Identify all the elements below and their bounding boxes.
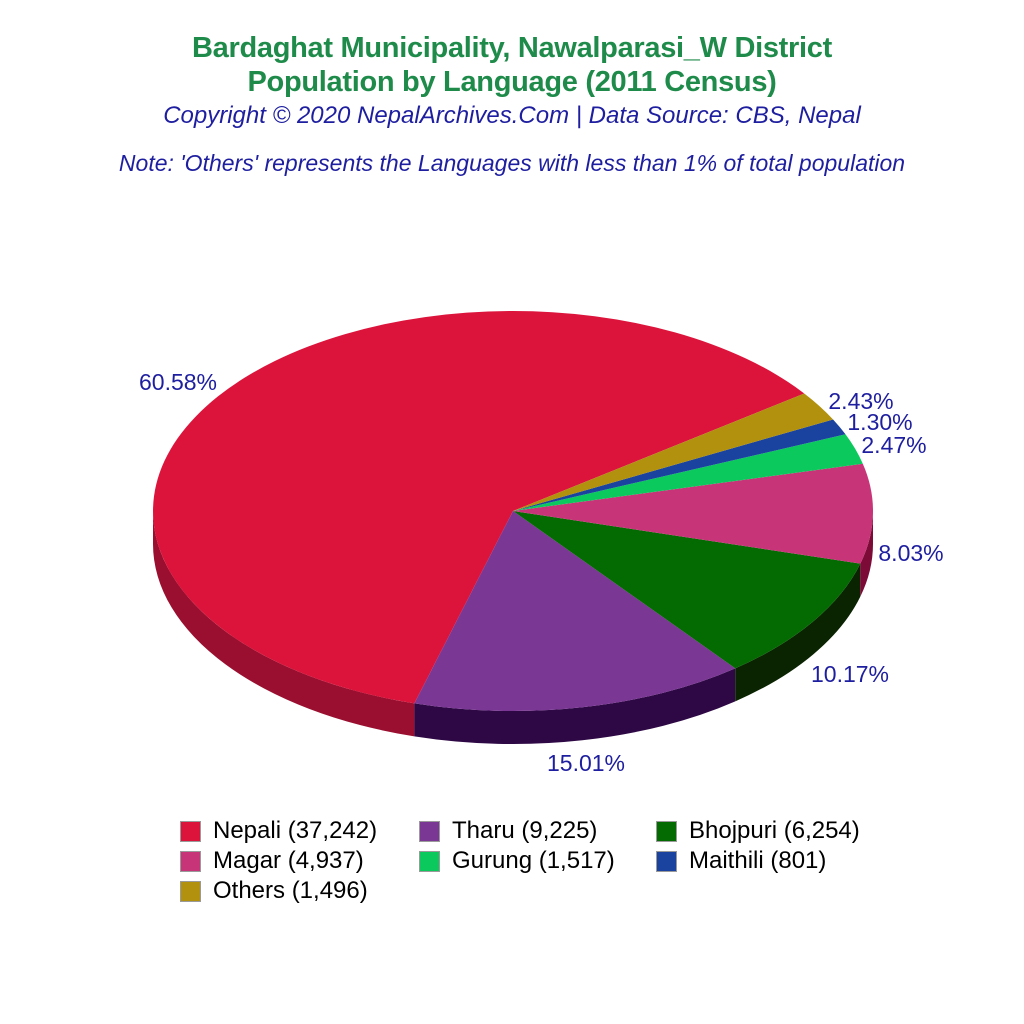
pie-slice-side-magar <box>860 511 873 597</box>
chart-title-line2: Population by Language (2011 Census) <box>247 66 777 98</box>
legend-label-maithili: Maithili (801) <box>689 847 827 874</box>
legend-item-gurung: Gurung (1,517) <box>419 847 615 874</box>
copyright-text: Copyright © 2020 NepalArchives.Com | Dat… <box>163 102 861 129</box>
chart-title-line1: Bardaghat Municipality, Nawalparasi_W Di… <box>192 32 832 64</box>
pct-label-gurung: 2.47% <box>861 432 926 458</box>
pie-slice-gurung <box>513 434 863 511</box>
pct-label-bhojpuri: 10.17% <box>811 661 889 687</box>
pie-slice-nepali <box>153 311 805 704</box>
pie-slice-tharu <box>414 511 736 712</box>
legend-item-bhojpuri: Bhojpuri (6,254) <box>656 817 860 844</box>
pie-slice-others <box>513 393 834 511</box>
legend-swatch-gurung <box>419 850 440 872</box>
legend-label-nepali: Nepali (37,242) <box>213 817 378 844</box>
legend-item-others: Others (1,496) <box>180 877 368 904</box>
legend-swatch-bhojpuri <box>656 820 677 842</box>
pie-slice-side-bhojpuri <box>735 563 861 702</box>
pct-label-maithili: 1.30% <box>847 409 912 435</box>
legend-item-maithili: Maithili (801) <box>656 847 827 874</box>
pct-label-magar: 8.03% <box>878 540 943 566</box>
legend-swatch-maithili <box>656 850 677 872</box>
legend-swatch-nepali <box>180 820 201 842</box>
legend-swatch-magar <box>180 850 201 872</box>
pie-slice-magar <box>513 463 874 564</box>
legend-swatch-tharu <box>419 820 440 842</box>
legend-item-nepali: Nepali (37,242) <box>180 817 378 844</box>
legend-swatch-others <box>180 880 201 902</box>
pct-label-nepali: 60.58% <box>139 369 217 395</box>
pct-label-others: 2.43% <box>828 388 893 414</box>
legend-item-magar: Magar (4,937) <box>180 847 364 874</box>
legend-label-tharu: Tharu (9,225) <box>452 817 598 844</box>
pie-slice-bhojpuri <box>513 511 861 669</box>
legend-item-tharu: Tharu (9,225) <box>419 817 598 844</box>
pie-slice-side-tharu <box>414 668 736 745</box>
legend-label-magar: Magar (4,937) <box>213 847 364 874</box>
note-text: Note: 'Others' represents the Languages … <box>118 150 906 176</box>
legend-label-others: Others (1,496) <box>213 877 368 904</box>
legend-label-gurung: Gurung (1,517) <box>452 847 615 874</box>
legend-label-bhojpuri: Bhojpuri (6,254) <box>689 817 860 844</box>
pie-slice-maithili <box>513 419 846 511</box>
pct-label-tharu: 15.01% <box>547 750 625 776</box>
pie-slice-side-nepali <box>153 511 415 737</box>
